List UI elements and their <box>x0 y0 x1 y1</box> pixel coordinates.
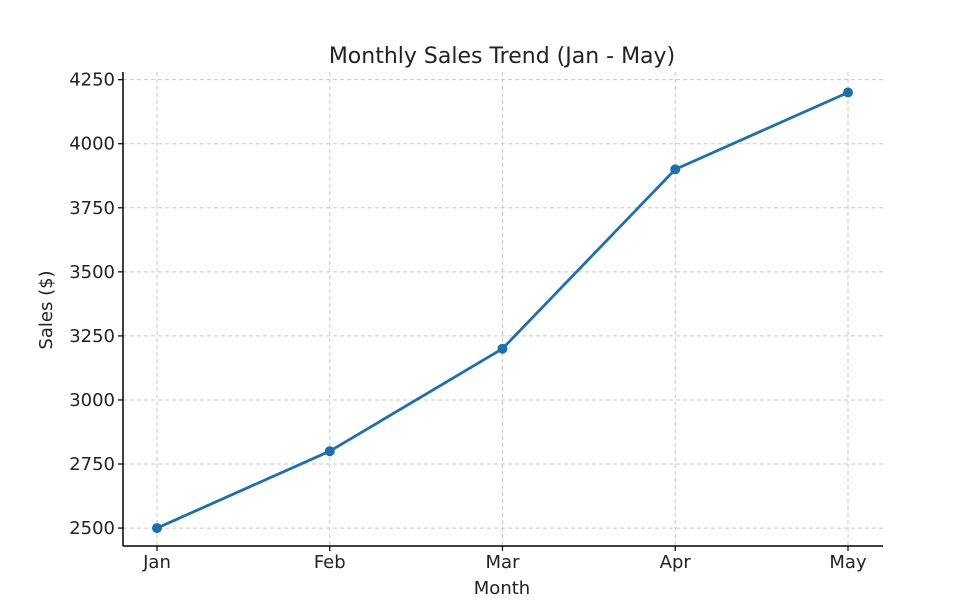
y-tick-label: 2500 <box>69 518 115 539</box>
y-tick-label: 3500 <box>69 262 115 283</box>
x-tick-label: Apr <box>660 552 692 573</box>
y-tick-label: 4250 <box>69 70 115 91</box>
y-tick-label: 4000 <box>69 134 115 155</box>
labels-layer: Monthly Sales Trend (Jan - May) Month Sa… <box>36 44 675 599</box>
data-point <box>152 523 162 534</box>
chart-title: Monthly Sales Trend (Jan - May) <box>329 44 675 69</box>
y-axis-label: Sales ($) <box>36 270 57 349</box>
data-point <box>843 87 853 98</box>
series-layer <box>152 87 853 534</box>
x-tick-label: Jan <box>142 552 171 573</box>
x-tick-label: Feb <box>314 552 346 573</box>
y-tick-label: 3750 <box>69 198 115 219</box>
data-point <box>497 343 508 354</box>
data-point <box>324 446 335 457</box>
y-tick-label: 3000 <box>69 390 115 411</box>
x-tick-label: May <box>829 552 867 573</box>
grid-layer <box>123 72 883 546</box>
y-tick-label: 2750 <box>69 454 115 475</box>
data-point <box>670 164 681 175</box>
x-axis-label: Month <box>474 578 530 599</box>
ticks-layer: 2500 2750 3000 3250 3500 3750 4000 4250 Jan Feb Ma… <box>69 70 867 573</box>
x-tick-label: Mar <box>486 552 521 573</box>
y-tick-label: 3250 <box>69 326 115 347</box>
